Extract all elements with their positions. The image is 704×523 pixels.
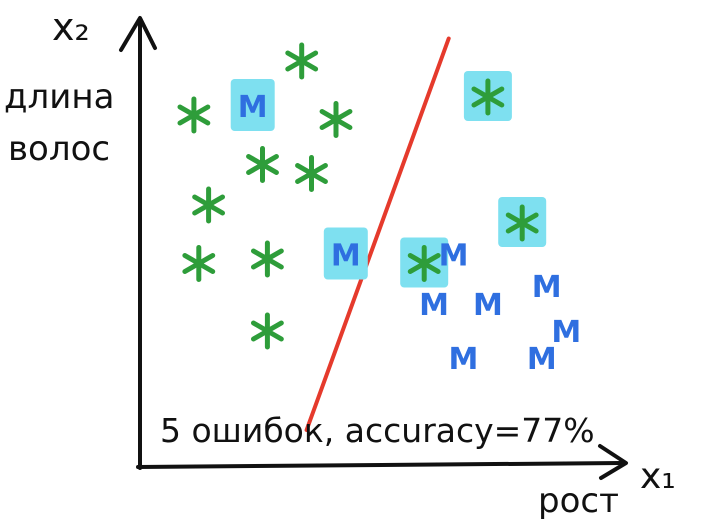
asterisk-point	[182, 245, 216, 282]
m-point: М	[551, 315, 581, 350]
asterisk-point	[192, 186, 226, 224]
y-axis-label-line2: волос	[8, 129, 110, 169]
x-axis	[136, 461, 624, 469]
x-axis-label: рост	[538, 481, 619, 521]
misclassified-highlight	[230, 79, 275, 131]
asterisk-point-misclassified	[400, 237, 449, 288]
y-axis-arrowhead	[119, 16, 157, 52]
m-point-label: М	[551, 315, 581, 350]
asterisk-point	[250, 312, 284, 350]
decision-boundary-layer	[304, 36, 451, 432]
asterisk-point	[177, 96, 211, 134]
x-axis-arrowhead	[598, 444, 628, 480]
asterisk-point	[319, 101, 353, 138]
misclassified-highlight	[323, 227, 368, 280]
m-point-label: М	[448, 342, 478, 377]
m-point-label: М	[419, 288, 449, 323]
asterisk-point	[250, 240, 284, 278]
m-point: М	[448, 342, 478, 377]
y-axis-symbol: x₂	[52, 5, 90, 49]
asterisk-point-misclassified	[463, 71, 512, 121]
m-point: М	[527, 342, 557, 377]
m-point-label: М	[527, 342, 557, 377]
m-point: М	[473, 288, 503, 323]
caption: 5 ошибок, accuracy=77%	[160, 411, 595, 450]
y-axis-label-line1: длина	[4, 77, 114, 117]
decision-boundary-line	[304, 36, 451, 432]
m-point-label: М	[439, 239, 469, 274]
m-point-label: М	[331, 239, 361, 274]
asterisk-point	[246, 146, 279, 183]
m-point: М	[419, 288, 449, 323]
m-point: М	[532, 270, 562, 305]
asterisk-point	[295, 155, 328, 192]
m-point: М	[439, 239, 469, 274]
x-axis-symbol: x₁	[640, 456, 676, 497]
m-point-label: М	[532, 270, 562, 305]
m-point-misclassified: М	[230, 79, 275, 131]
asterisk-point-misclassified	[498, 197, 547, 247]
m-point-misclassified: М	[323, 227, 368, 280]
data-points-layer: ММ МММ МММ М	[177, 42, 581, 377]
m-point-label: М	[238, 90, 268, 125]
asterisk-point	[285, 42, 319, 80]
m-point-label: М	[473, 288, 503, 323]
